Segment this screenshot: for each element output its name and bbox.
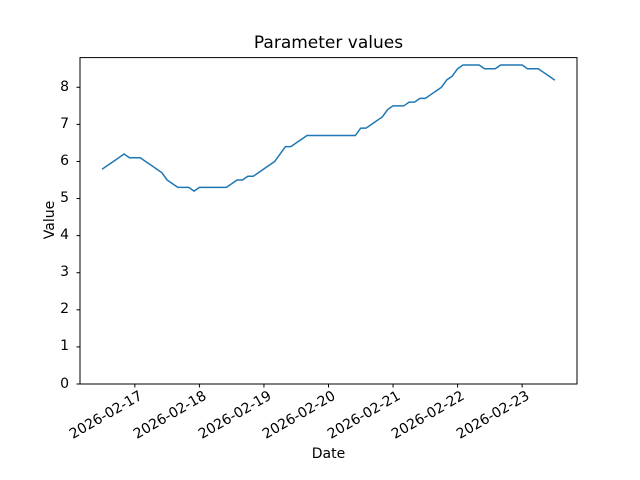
x-axis-label: Date bbox=[311, 446, 346, 462]
y-tick-label: 7 bbox=[60, 115, 69, 132]
y-tick-label: 5 bbox=[60, 190, 69, 207]
y-tick-label: 0 bbox=[60, 375, 69, 392]
y-tick-label: 2 bbox=[60, 301, 69, 318]
y-tick-label: 8 bbox=[60, 78, 69, 95]
chart-title: Parameter values bbox=[253, 33, 404, 53]
y-tick-label: 4 bbox=[60, 227, 69, 244]
y-tick-label: 1 bbox=[60, 338, 69, 355]
data-line bbox=[101, 64, 556, 192]
plot-border bbox=[79, 57, 578, 385]
y-tick-label: 3 bbox=[60, 264, 69, 281]
y-tick-label: 6 bbox=[60, 152, 69, 169]
